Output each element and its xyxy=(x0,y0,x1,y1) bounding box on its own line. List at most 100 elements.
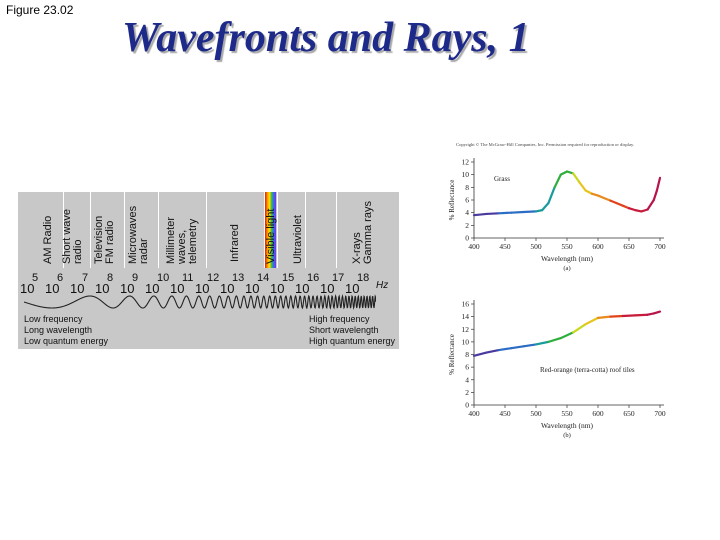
y-tick-label: 4 xyxy=(465,208,469,217)
y-tick-label: 8 xyxy=(465,183,469,192)
reflectance-curve-segment xyxy=(472,212,488,217)
y-tick-label: 6 xyxy=(465,196,469,205)
low-frequency-label: Low frequency xyxy=(24,314,83,324)
y-tick-label: 6 xyxy=(465,363,469,372)
band-label-millimeter-waves: Millimeter waves, telemetry xyxy=(165,216,199,264)
band-divider xyxy=(158,192,159,268)
high-frequency-label: High frequency xyxy=(309,314,370,324)
reflectance-curve-segment xyxy=(621,314,637,318)
frequency-base: 10 xyxy=(270,281,285,296)
reflectance-curve-segment xyxy=(646,198,655,211)
reflectance-curve-segment xyxy=(584,316,600,326)
x-tick-label: 450 xyxy=(499,242,511,251)
spectrum-diagram: AM Radio Short wave radio Television FM … xyxy=(18,192,399,349)
frequency-exponent: 11 xyxy=(182,272,194,284)
x-tick-label: 450 xyxy=(499,409,511,418)
band-label-ultraviolet: Ultraviolet xyxy=(292,215,304,264)
reflectance-curve-segment xyxy=(652,310,662,315)
band-divider xyxy=(336,192,337,268)
x-tick-label: 400 xyxy=(468,242,480,251)
copyright-notice: Copyright © The McGraw-Hill Companies, I… xyxy=(456,142,634,148)
slide-title: Wavefronts and Rays, 1 xyxy=(122,15,530,61)
reflectance-curve-segment xyxy=(621,204,631,210)
frequency-base: 10 xyxy=(295,281,310,296)
frequency-unit: Hz xyxy=(376,280,389,291)
frequency-exponent: 13 xyxy=(232,272,245,284)
x-tick-label: 550 xyxy=(561,242,573,251)
high-quantum-energy-label: High quantum energy xyxy=(309,336,396,346)
reflectance-curve-segment xyxy=(652,189,658,202)
reflectance-curve-segment xyxy=(534,340,550,346)
frequency-base: 10 xyxy=(220,281,235,296)
frequency-exponent: 6 xyxy=(57,272,64,284)
y-tick-label: 8 xyxy=(465,350,469,359)
reflectance-curve-segment xyxy=(559,331,575,340)
band-divider xyxy=(90,192,91,268)
wave-illustration xyxy=(24,293,376,310)
x-tick-label: 550 xyxy=(561,409,573,418)
reflectance-curve-segment xyxy=(522,210,538,214)
reflectance-curve-segment xyxy=(578,181,587,192)
frequency-exponent: 10 xyxy=(157,272,170,284)
band-divider xyxy=(305,192,306,268)
y-axis-label: % Reflectance xyxy=(448,180,456,221)
x-tick-label: 700 xyxy=(654,242,666,251)
reflectance-curve-segment xyxy=(541,202,550,212)
reflectance-curve-segment xyxy=(596,194,606,200)
long-wavelength-label: Long wavelength xyxy=(24,325,93,335)
frequency-exponent: 5 xyxy=(32,272,39,284)
y-axis-label: % Reflectance xyxy=(448,334,456,375)
y-tick-label: 10 xyxy=(462,337,470,346)
reflectance-curve-segment xyxy=(510,210,525,214)
y-tick-label: 4 xyxy=(465,375,469,384)
reflectance-curve-segment xyxy=(603,196,612,202)
frequency-exponent: 9 xyxy=(132,272,139,284)
band-label-xrays-gamma-rays: X-rays Gamma rays xyxy=(351,201,374,264)
frequency-base: 10 xyxy=(70,281,85,296)
y-tick-label: 2 xyxy=(465,388,469,397)
y-tick-label: 12 xyxy=(462,325,470,334)
frequency-base: 10 xyxy=(120,281,135,296)
frequency-exponent: 7 xyxy=(82,272,89,284)
reflectance-curve-segment xyxy=(547,336,562,343)
roof-tile-reflectance-plot: 0 2 4 6 8 10 12 14 16 400 450 500 550 600 650 700 % Refl… xyxy=(448,300,666,440)
y-tick-label: 0 xyxy=(465,234,469,243)
band-divider xyxy=(277,192,278,268)
reflectance-curve-segment xyxy=(559,170,569,176)
x-axis-label: Wavelength (nm) xyxy=(541,421,594,430)
panel-caption: (b) xyxy=(563,432,571,439)
visible-band-strip xyxy=(265,192,276,268)
band-divider xyxy=(124,192,125,268)
x-tick-label: 600 xyxy=(592,242,604,251)
band-label-microwaves-radar: Microwaves radar xyxy=(127,205,150,264)
band-divider xyxy=(63,192,64,268)
y-tick-label: 0 xyxy=(465,401,469,410)
frequency-exponent: 8 xyxy=(107,272,114,284)
y-tick-label: 12 xyxy=(462,158,470,167)
frequency-base: 10 xyxy=(320,281,335,296)
reflectance-curve-segment xyxy=(584,189,593,195)
frequency-base: 10 xyxy=(245,281,260,296)
reflectance-curve-segment xyxy=(572,323,587,334)
reflectance-curve-segment xyxy=(634,313,649,317)
reflectance-curve-segment xyxy=(596,315,612,319)
reflectance-curve-segment xyxy=(609,199,618,205)
frequency-base: 10 xyxy=(20,281,35,296)
band-divider xyxy=(264,192,265,268)
frequency-base: 10 xyxy=(45,281,60,296)
band-label-am-radio: AM Radio xyxy=(42,215,54,264)
frequency-exponent: 18 xyxy=(357,272,370,284)
x-tick-label: 500 xyxy=(530,409,542,418)
grass-reflectance-plot: Copyright © The McGraw-Hill Companies, I… xyxy=(448,142,666,272)
reflectance-curve-segment xyxy=(615,202,624,207)
reflectance-curve-segment xyxy=(510,345,525,350)
frequency-exponent: 17 xyxy=(332,272,345,284)
reflectance-curve-segment xyxy=(522,343,538,348)
x-tick-label: 650 xyxy=(623,409,635,418)
reflectance-curve-segment xyxy=(609,314,624,318)
x-tick-label: 650 xyxy=(623,242,635,251)
low-quantum-energy-label: Low quantum energy xyxy=(24,336,109,346)
y-tick-label: 2 xyxy=(465,221,469,230)
frequency-exponent: 14 xyxy=(257,272,270,284)
frequency-base: 10 xyxy=(95,281,110,296)
